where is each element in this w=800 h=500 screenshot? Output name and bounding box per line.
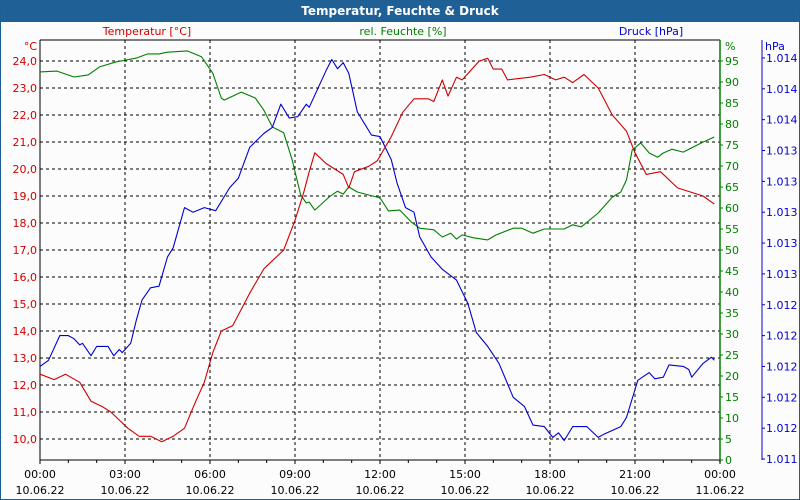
temperature-tick-label: 24,0 bbox=[13, 55, 38, 68]
humidity-tick-label: 90 bbox=[725, 76, 739, 89]
humidity-tick-label: 60 bbox=[725, 202, 739, 215]
pressure-tick-label: 1.011 bbox=[766, 453, 798, 466]
humidity-unit-label: % bbox=[725, 40, 735, 53]
temperature-tick-label: 18,0 bbox=[13, 217, 38, 230]
pressure-tick-label: 1.013 bbox=[766, 145, 798, 158]
humidity-tick-label: 85 bbox=[725, 97, 739, 110]
x-tick-time: 00:00 bbox=[704, 468, 736, 481]
x-tick-date: 10.06.22 bbox=[356, 484, 405, 497]
humidity-tick-label: 35 bbox=[725, 307, 739, 320]
x-tick-date: 10.06.22 bbox=[16, 484, 65, 497]
temperature-tick-label: 12,0 bbox=[13, 379, 38, 392]
humidity-tick-label: 80 bbox=[725, 118, 739, 131]
humidity-tick-label: 25 bbox=[725, 349, 739, 362]
humidity-tick-label: 50 bbox=[725, 244, 739, 257]
pressure-tick-label: 1.014 bbox=[766, 52, 798, 65]
temperature-tick-label: 16,0 bbox=[13, 271, 38, 284]
x-tick-time: 12:00 bbox=[364, 468, 396, 481]
legend-label-temperature: Temperatur [°C] bbox=[102, 25, 191, 38]
temperature-line bbox=[39, 57, 715, 443]
humidity-tick-label: 15 bbox=[725, 391, 739, 404]
pressure-tick-label: 1.012 bbox=[766, 360, 798, 373]
temperature-tick-label: 14,0 bbox=[13, 325, 38, 338]
temperature-tick-label: 13,0 bbox=[13, 352, 38, 365]
x-tick-date: 11.06.22 bbox=[696, 484, 745, 497]
humidity-tick-label: 65 bbox=[725, 181, 739, 194]
x-tick-time: 18:00 bbox=[534, 468, 566, 481]
x-tick-date: 10.06.22 bbox=[526, 484, 575, 497]
humidity-tick-label: 95 bbox=[725, 55, 739, 68]
x-tick-time: 15:00 bbox=[449, 468, 481, 481]
humidity-tick-label: 70 bbox=[725, 160, 739, 173]
x-tick-time: 09:00 bbox=[279, 468, 311, 481]
humidity-tick-label: 10 bbox=[725, 412, 739, 425]
pressure-tick-label: 1.012 bbox=[766, 299, 798, 312]
temperature-tick-label: 17,0 bbox=[13, 244, 38, 257]
x-tick-time: 00:00 bbox=[24, 468, 56, 481]
temperature-tick-label: 11,0 bbox=[13, 406, 38, 419]
legend-label-pressure: Druck [hPa] bbox=[619, 25, 683, 38]
pressure-tick-label: 1.014 bbox=[766, 83, 798, 96]
temperature-tick-label: 15,0 bbox=[13, 298, 38, 311]
x-tick-date: 10.06.22 bbox=[441, 484, 490, 497]
pressure-tick-label: 1.013 bbox=[766, 237, 798, 250]
humidity-tick-label: 0 bbox=[725, 454, 732, 467]
pressure-tick-label: 1.012 bbox=[766, 391, 798, 404]
pressure-tick-label: 1.012 bbox=[766, 422, 798, 435]
x-tick-date: 10.06.22 bbox=[101, 484, 150, 497]
humidity-tick-label: 5 bbox=[725, 433, 732, 446]
pressure-line bbox=[39, 58, 715, 442]
humidity-tick-label: 55 bbox=[725, 223, 739, 236]
x-tick-time: 06:00 bbox=[194, 468, 226, 481]
pressure-tick-label: 1.012 bbox=[766, 330, 798, 343]
x-tick-time: 03:00 bbox=[109, 468, 141, 481]
humidity-tick-label: 40 bbox=[725, 286, 739, 299]
x-tick-date: 10.06.22 bbox=[271, 484, 320, 497]
pressure-tick-label: 1.013 bbox=[766, 206, 798, 219]
humidity-tick-label: 20 bbox=[725, 370, 739, 383]
humidity-line bbox=[39, 50, 715, 241]
temperature-tick-label: 19,0 bbox=[13, 190, 38, 203]
pressure-tick-label: 1.013 bbox=[766, 175, 798, 188]
humidity-tick-label: 45 bbox=[725, 265, 739, 278]
humidity-tick-label: 30 bbox=[725, 328, 739, 341]
temperature-unit-label: °C bbox=[24, 40, 38, 53]
temperature-tick-label: 20,0 bbox=[13, 163, 38, 176]
x-tick-date: 10.06.22 bbox=[611, 484, 660, 497]
x-tick-time: 21:00 bbox=[619, 468, 651, 481]
temperature-tick-label: 21,0 bbox=[13, 136, 38, 149]
legend-label-humidity: rel. Feuchte [%] bbox=[359, 25, 446, 38]
pressure-unit-label: hPa bbox=[765, 40, 785, 53]
temperature-tick-label: 22,0 bbox=[13, 109, 38, 122]
x-tick-date: 10.06.22 bbox=[186, 484, 235, 497]
temperature-tick-label: 10,0 bbox=[13, 433, 38, 446]
window-title: Temperatur, Feuchte & Druck bbox=[1, 1, 799, 22]
temperature-tick-label: 23,0 bbox=[13, 82, 38, 95]
humidity-tick-label: 75 bbox=[725, 139, 739, 152]
pressure-tick-label: 1.014 bbox=[766, 114, 798, 127]
pressure-tick-label: 1.013 bbox=[766, 268, 798, 281]
